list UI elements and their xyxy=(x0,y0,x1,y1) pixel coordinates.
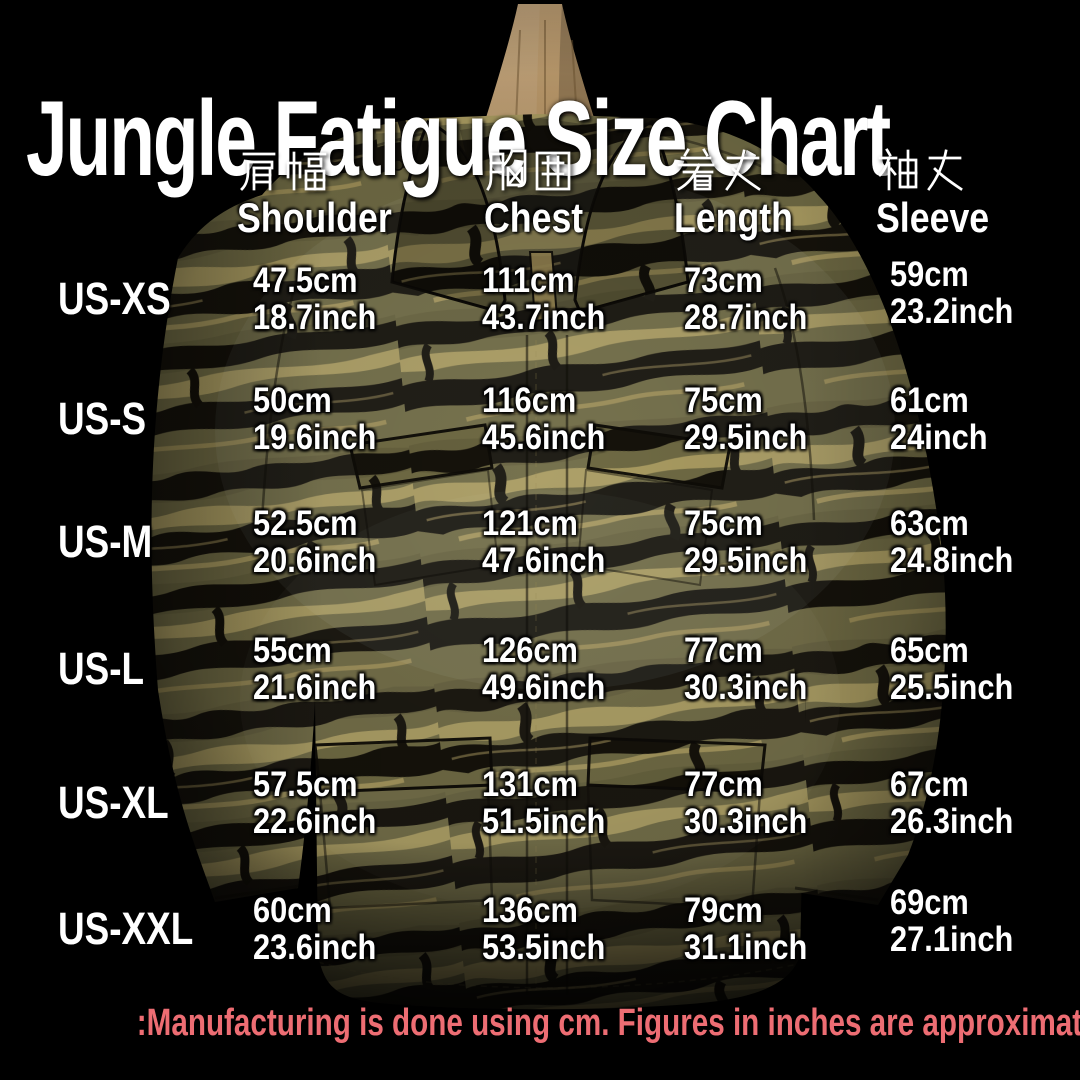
measurement-cell: 77cm 30.3inch xyxy=(684,631,808,707)
kanji-length xyxy=(677,148,761,191)
column-label: Chest xyxy=(484,194,584,241)
measurement-cell: 126cm 49.6inch xyxy=(482,631,606,707)
table-row-us-l: US-L 55cm 21.6inch 126cm 49.6inch 77cm 30.3… xyxy=(0,632,1080,706)
column-label: Sleeve xyxy=(876,194,990,241)
size-label: US-S xyxy=(58,393,147,444)
kanji-shoulder xyxy=(240,151,327,191)
column-label: Length xyxy=(674,194,793,241)
footnote: :Manufacturing is done using cm. Figures… xyxy=(136,1002,1080,1044)
measurement-cell: 65cm 25.5inch xyxy=(890,631,1014,707)
measurement-cell: 111cm 43.7inch xyxy=(482,261,606,337)
column-header-shoulder: Shoulder xyxy=(237,146,419,240)
measurement-cell: 121cm 47.6inch xyxy=(482,504,606,580)
measurement-cell: 52.5cm 20.6inch xyxy=(253,504,377,580)
measurement-cell: 60cm 23.6inch xyxy=(253,891,377,967)
table-row-us-xs: US-XS 47.5cm 18.7inch 111cm 43.7inch 73cm 2… xyxy=(0,256,1080,337)
measurement-cell: 55cm 21.6inch xyxy=(253,631,377,707)
measurement-cell: 57.5cm 22.6inch xyxy=(253,765,377,841)
size-label: US-XXL xyxy=(58,903,194,954)
measurement-cell: 73cm 28.7inch xyxy=(684,261,808,337)
measurement-cell: 75cm 29.5inch xyxy=(684,381,808,457)
table-row-us-xxl: US-XXL 60cm 23.6inch 136cm 53.5inch 79cm 31… xyxy=(0,884,1080,967)
measurement-cell: 131cm 51.5inch xyxy=(482,765,606,841)
size-label: US-M xyxy=(58,516,153,567)
column-header-sleeve: Sleeve xyxy=(876,146,1009,240)
kanji-sleeve xyxy=(878,148,963,191)
size-label: US-XS xyxy=(58,273,171,324)
table-row-us-m: US-M 52.5cm 20.6inch 121cm 47.6inch 75cm 29… xyxy=(0,505,1080,579)
column-header-chest: Chest xyxy=(484,146,601,240)
measurement-cell: 59cm 23.2inch xyxy=(890,255,1014,331)
measurement-cell: 69cm 27.1inch xyxy=(890,883,1014,959)
measurement-cell: 47.5cm 18.7inch xyxy=(253,261,377,337)
measurement-cell: 50cm 19.6inch xyxy=(253,381,377,457)
table-row-us-s: US-S 50cm 19.6inch 116cm 45.6inch 75cm 29.5… xyxy=(0,382,1080,456)
measurement-cell: 116cm 45.6inch xyxy=(482,381,606,457)
measurement-cell: 136cm 53.5inch xyxy=(482,891,606,967)
measurement-cell: 77cm 30.3inch xyxy=(684,765,808,841)
measurement-cell: 63cm 24.8inch xyxy=(890,504,1014,580)
column-header-length: Length xyxy=(674,146,814,240)
measurement-cell: 61cm 24inch xyxy=(890,381,988,457)
page-title: Jungle Fatigue Size Chart xyxy=(26,77,891,198)
measurement-cell: 67cm 26.3inch xyxy=(890,765,1014,841)
measurement-cell: 79cm 31.1inch xyxy=(684,891,808,967)
kanji-chest xyxy=(486,149,571,191)
table-row-us-xl: US-XL 57.5cm 22.6inch 131cm 51.5inch 77cm 3… xyxy=(0,766,1080,840)
size-label: US-XL xyxy=(58,777,169,828)
size-label: US-L xyxy=(58,643,145,694)
column-label: Shoulder xyxy=(237,194,392,241)
measurement-cell: 75cm 29.5inch xyxy=(684,504,808,580)
